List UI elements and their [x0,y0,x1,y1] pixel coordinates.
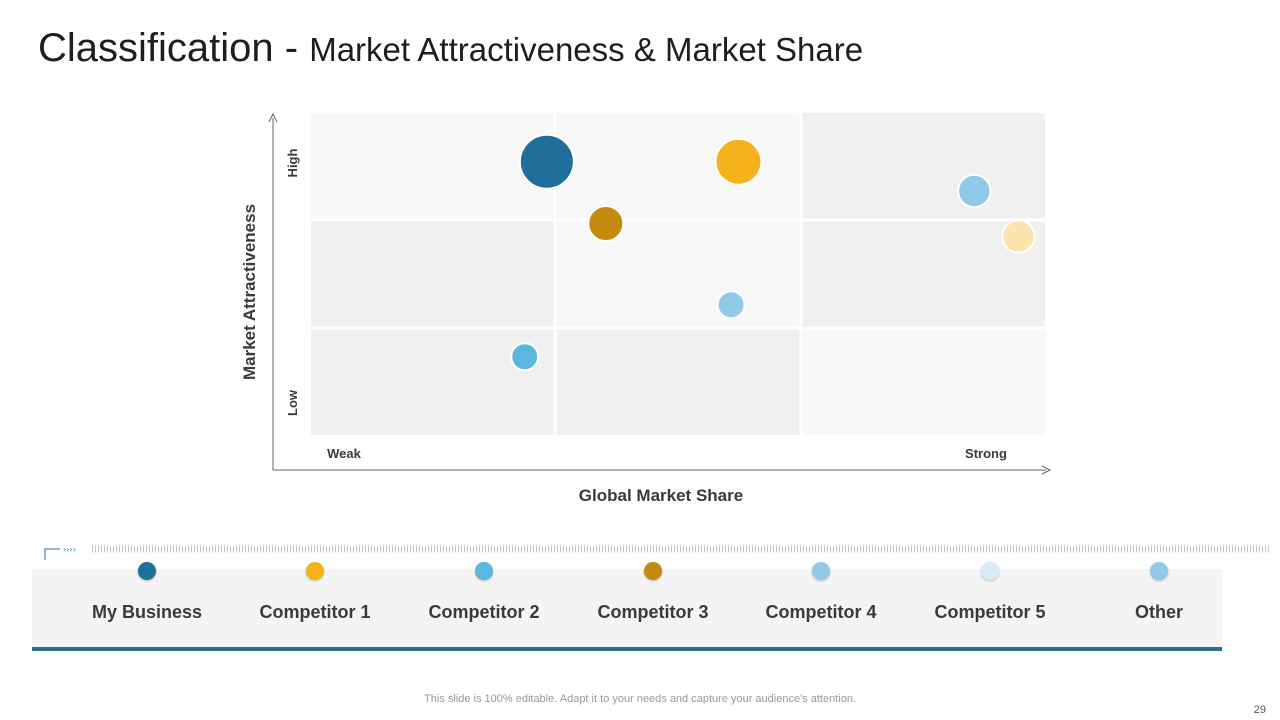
legend-item-my-business: My Business [63,560,231,630]
y-axis-arrow [268,112,278,123]
grid-cell [802,329,1045,435]
legend-label: Competitor 4 [765,602,877,622]
grid-cell [311,329,554,435]
bubble-chart: Market Attractiveness High Low Weak Stro… [44,112,1270,560]
x-tick-weak: Weak [327,446,361,461]
bubble-competitor-5 [1001,219,1036,254]
legend-item-other: Other [1075,560,1243,630]
legend-item-competitor-5: Competitor 5 [906,560,1074,630]
legend-dot [644,562,662,580]
timeline-decoration: ›››› [44,545,1270,560]
grid-cell [311,113,554,219]
grid-cell [802,113,1045,219]
y-tick-high: High [285,149,300,178]
bubble-competitor-3 [587,204,625,243]
bubble-other [957,173,992,209]
legend-label: Other [1134,602,1183,622]
bubble-my-business [518,133,575,190]
legend-dot [138,562,156,580]
bubbles [510,133,1036,372]
legend-item-competitor-1: Competitor 1 [231,560,399,630]
page-number: 29 [1253,704,1266,716]
legend-dot [1150,562,1168,580]
y-tick-low: Low [285,389,300,416]
legend-dot [475,562,493,580]
timeline-connector [44,548,60,560]
grid-cell [556,221,800,327]
legend-label: Competitor 2 [428,602,540,622]
legend-underline [32,647,1222,651]
bubble-competitor-1 [714,137,763,186]
legend-label: Competitor 1 [259,602,371,622]
legend-label: Competitor 5 [934,602,1046,622]
chart-grid [311,113,1045,435]
legend-item-competitor-3: Competitor 3 [569,560,737,630]
grid-cell [556,113,800,219]
y-axis-label: Market Attractiveness [240,204,259,380]
grid-cell [556,329,800,435]
legend-item-competitor-2: Competitor 2 [400,560,568,630]
legend-dot [306,562,324,580]
bubble-competitor-4 [716,290,746,320]
title-sub: Market Attractiveness & Market Share [309,31,864,68]
legend-dot [981,562,999,580]
footer-note: This slide is 100% editable. Adapt it to… [424,693,856,705]
timeline-chevrons-icon: ›››› [63,545,76,554]
legend-dot [812,562,830,580]
x-tick-strong: Strong [965,446,1007,461]
slide-title: Classification - Market Attractiveness &… [38,26,863,71]
legend-panel [32,569,1222,647]
x-axis-arrow [1041,465,1052,475]
title-main: Classification - [38,26,310,70]
bubble-competitor-2 [510,342,540,372]
legend-item-competitor-4: Competitor 4 [737,560,905,630]
chart-axes [268,112,1052,475]
legend-label: My Business [91,602,203,622]
x-axis-label: Global Market Share [579,486,743,505]
legend-label: Competitor 3 [597,602,709,622]
grid-cell [311,221,554,327]
